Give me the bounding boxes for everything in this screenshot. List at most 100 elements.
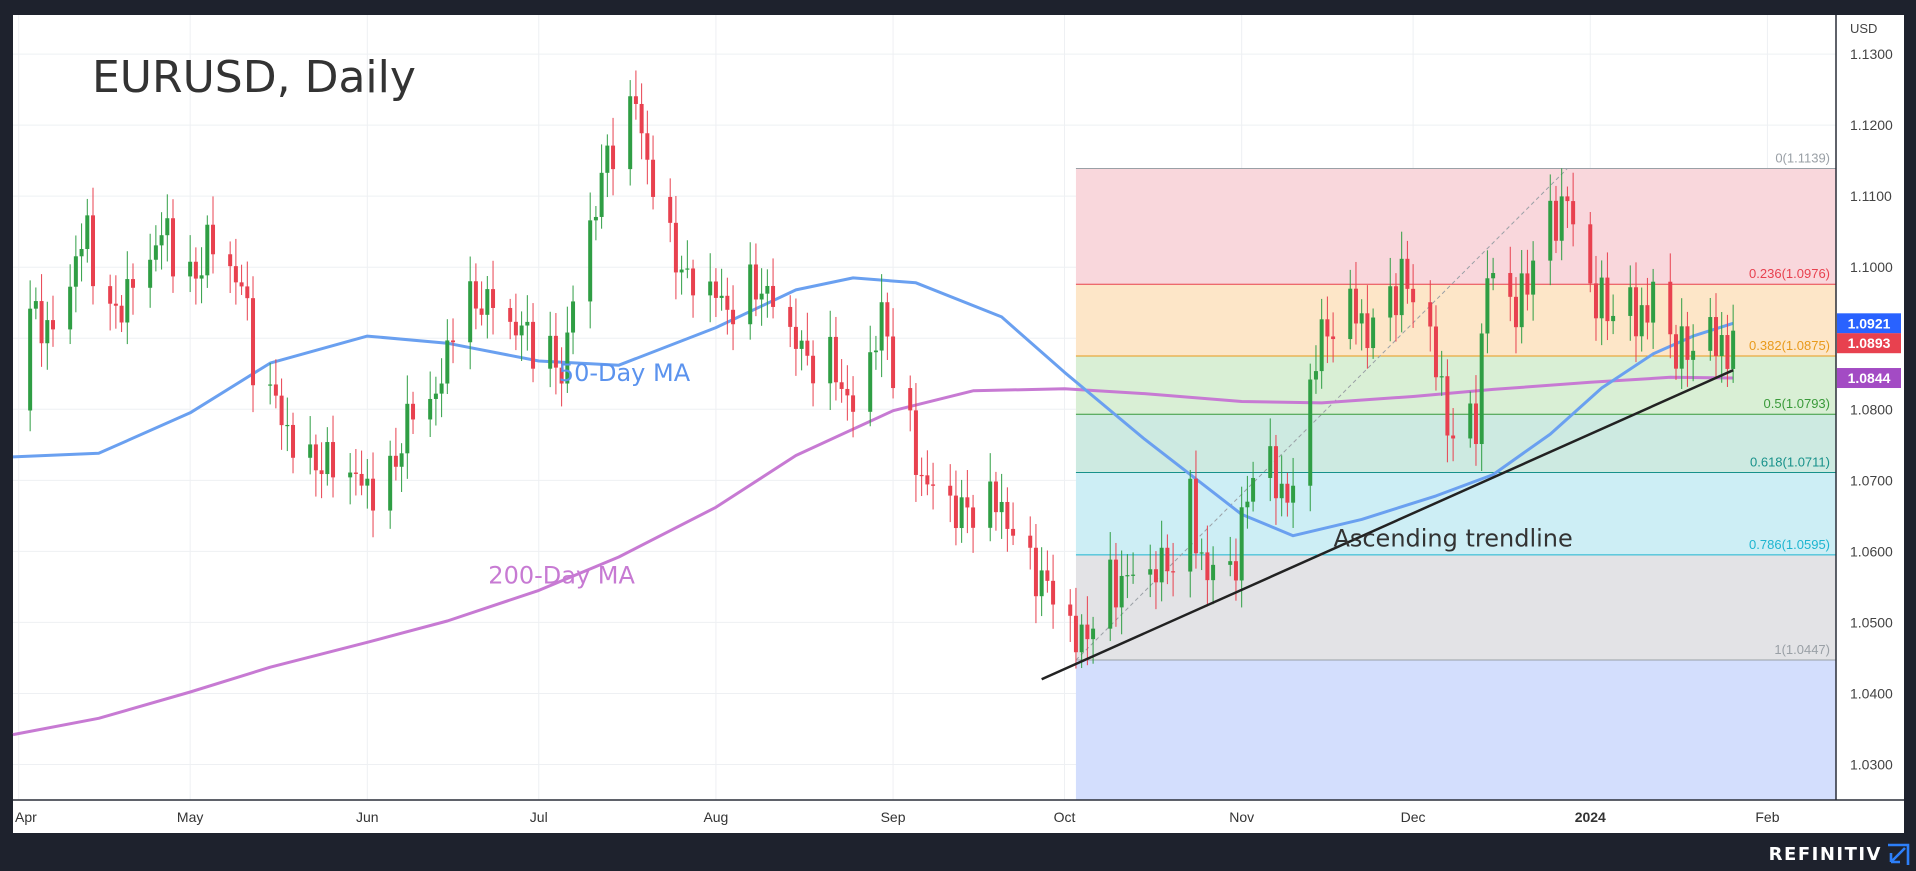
- candle-body: [1611, 315, 1616, 322]
- candle-body: [891, 336, 896, 389]
- candle-body: [159, 235, 164, 246]
- candle-body: [291, 424, 296, 458]
- candle-body: [799, 340, 804, 349]
- candle-body: [33, 301, 38, 309]
- candle-body: [73, 256, 78, 287]
- candle-body: [753, 264, 758, 300]
- candle-body: [399, 453, 404, 467]
- fib-zone: [1075, 660, 1836, 800]
- time-axis-panel: [13, 800, 1904, 833]
- candle-body: [1531, 260, 1536, 295]
- candle-body: [679, 269, 684, 273]
- candle-body: [851, 395, 856, 412]
- candle-body: [1388, 286, 1393, 318]
- candle-body: [673, 222, 678, 273]
- candle-body: [1405, 258, 1410, 289]
- price-tick-label: 1.1300: [1850, 46, 1893, 62]
- candle-body: [519, 325, 524, 336]
- fib-level-label: 1(1.0447): [1774, 642, 1830, 657]
- candle-body: [108, 286, 113, 304]
- refinitiv-logo-icon: [1888, 843, 1910, 865]
- candle-body: [411, 403, 416, 420]
- candle-body: [188, 261, 193, 277]
- candle-body: [131, 279, 136, 288]
- fib-zone: [1075, 414, 1836, 473]
- candle-body: [593, 216, 598, 221]
- price-axis-panel: [1836, 15, 1904, 800]
- candle-body: [1011, 528, 1016, 536]
- candle-body: [1731, 330, 1736, 369]
- candle-body: [1725, 335, 1730, 369]
- time-tick-label: Nov: [1229, 809, 1254, 825]
- candle-body: [205, 224, 210, 276]
- candle-body: [1513, 296, 1518, 328]
- candle-body: [193, 261, 198, 279]
- candle-body: [1073, 615, 1078, 653]
- candle-body: [1433, 326, 1438, 378]
- candle-body: [1639, 305, 1644, 337]
- fib-zone: [1075, 472, 1836, 555]
- candle-body: [713, 281, 718, 298]
- chart-title: EURUSD, Daily: [92, 52, 416, 103]
- candle-body: [1411, 288, 1416, 303]
- candle-body: [1371, 317, 1376, 349]
- candle-body: [1273, 446, 1278, 499]
- candle-body: [268, 384, 273, 386]
- candle-body: [148, 259, 153, 288]
- candle-body: [1708, 317, 1713, 351]
- candle-body: [1691, 350, 1696, 360]
- candle-body: [153, 245, 158, 260]
- price-tick-label: 1.1200: [1850, 117, 1893, 133]
- time-tick-label: Oct: [1054, 809, 1076, 825]
- candle-body: [1553, 200, 1558, 241]
- candle-body: [1119, 575, 1124, 608]
- candle-body: [468, 281, 473, 343]
- candle-body: [1079, 624, 1084, 653]
- candle-body: [1211, 564, 1216, 581]
- candle-body: [1399, 258, 1404, 316]
- candle-body: [1159, 547, 1164, 583]
- candle-body: [759, 293, 764, 300]
- price-badge-label: 1.0921: [1848, 315, 1891, 331]
- candle-body: [165, 218, 170, 236]
- candle-body: [833, 336, 838, 383]
- fib-level-label: 0(1.1139): [1775, 150, 1830, 165]
- candle-body: [28, 308, 33, 411]
- candle-body: [925, 475, 930, 485]
- candle-body: [645, 133, 650, 160]
- candle-body: [719, 295, 724, 298]
- candle-body: [1113, 559, 1118, 608]
- candle-body: [365, 478, 370, 486]
- candle-body: [1153, 569, 1158, 583]
- candle-body: [525, 321, 530, 326]
- candle-body: [1479, 333, 1484, 445]
- price-badge: [1837, 333, 1901, 354]
- candle-body: [873, 350, 878, 353]
- candle-body: [1348, 288, 1353, 340]
- candle-body: [68, 286, 73, 330]
- candle-body: [245, 286, 250, 299]
- candle-body: [913, 410, 918, 475]
- candle-body: [868, 352, 873, 412]
- candle-body: [1673, 334, 1678, 369]
- candle-body: [691, 268, 696, 296]
- candle-body: [1308, 379, 1313, 486]
- price-tick-label: 1.0500: [1850, 614, 1893, 630]
- time-tick-label: Sep: [881, 809, 906, 825]
- candle-body: [1165, 547, 1170, 572]
- candle-body: [433, 393, 438, 399]
- candle-body: [1668, 281, 1673, 335]
- candle-body: [359, 473, 364, 486]
- candle-body: [531, 321, 536, 369]
- price-tick-label: 1.0300: [1850, 756, 1893, 772]
- candle-body: [793, 326, 798, 349]
- price-badge-label: 1.0844: [1848, 370, 1891, 386]
- candle-body: [725, 295, 730, 310]
- candle-body: [1605, 277, 1610, 322]
- candle-body: [113, 303, 118, 306]
- time-tick-label: Jul: [530, 809, 548, 825]
- candle-body: [1519, 273, 1524, 328]
- candle-body: [445, 340, 450, 384]
- candle-body: [908, 388, 913, 411]
- candle-body: [559, 367, 564, 384]
